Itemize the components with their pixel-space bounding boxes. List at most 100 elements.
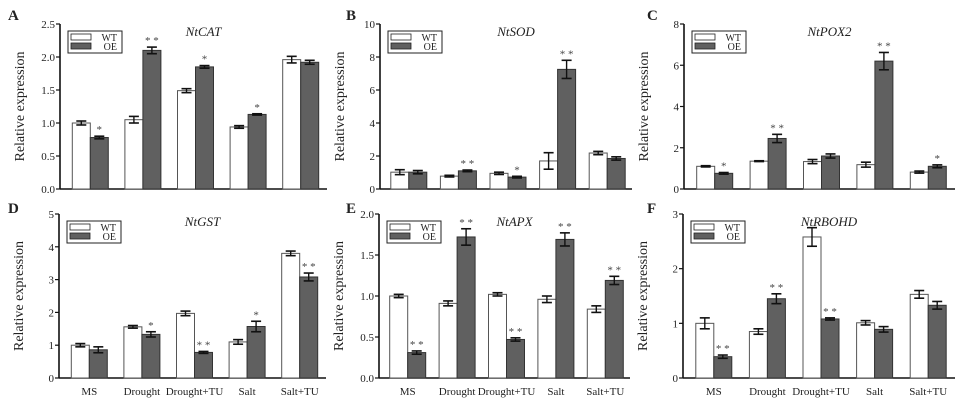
legend-swatch-wt bbox=[69, 223, 91, 231]
bar-wt-ms bbox=[695, 322, 715, 379]
y-tick-label: 0 bbox=[370, 184, 376, 196]
legend-label-wt: WT bbox=[725, 33, 741, 44]
significance-marker: * * bbox=[145, 35, 159, 47]
legend-swatch-wt bbox=[694, 33, 716, 41]
legend-label-oe: OE bbox=[103, 232, 116, 243]
bar-oe-salt-plus-tu bbox=[927, 304, 947, 379]
bar-wt-drought-plus-tu bbox=[802, 236, 822, 379]
y-tick-label: 2 bbox=[49, 307, 55, 319]
chart-title: NtSOD bbox=[496, 24, 535, 39]
legend-label-wt: WT bbox=[724, 223, 740, 234]
panel-letter: D bbox=[8, 201, 19, 217]
y-tick-label: 6 bbox=[370, 85, 376, 97]
bar-wt-drought bbox=[748, 331, 768, 379]
y-tick-label: 8 bbox=[674, 19, 680, 31]
bar-wt-drought-plus-tu bbox=[177, 90, 196, 190]
x-tick-label: Drought bbox=[439, 386, 476, 398]
panel-f: F NtRBOHD Relative expression 0 1 2 3 * * MS * * D… bbox=[636, 201, 955, 398]
bar-oe-salt bbox=[247, 113, 267, 190]
x-tick-label: MS bbox=[706, 386, 722, 398]
y-tick-label: 0 bbox=[674, 184, 680, 196]
bar-wt-salt bbox=[228, 341, 248, 379]
panel-letter: C bbox=[647, 8, 658, 24]
y-axis-label: Relative expression bbox=[637, 51, 652, 161]
panel-letter: A bbox=[8, 8, 19, 24]
y-tick-label: 6 bbox=[674, 60, 680, 72]
y-tick-label: 2.0 bbox=[41, 52, 55, 64]
chart-title: NtPOX2 bbox=[806, 24, 852, 39]
x-tick-label: Salt bbox=[866, 386, 883, 398]
bar-oe-drought bbox=[767, 137, 787, 190]
y-axis-label: Relative expression bbox=[12, 241, 27, 351]
significance-marker: * * bbox=[560, 48, 574, 60]
x-tick-label: Salt+TU bbox=[586, 386, 624, 398]
bar-oe-salt bbox=[246, 326, 266, 379]
legend-swatch-oe bbox=[390, 42, 412, 50]
y-tick-label: 1 bbox=[673, 318, 679, 330]
y-tick-label: 2 bbox=[673, 264, 679, 276]
x-tick-label: MS bbox=[81, 386, 97, 398]
y-tick-label: 4 bbox=[370, 118, 376, 130]
panel-letter: F bbox=[647, 201, 656, 217]
legend-label-wt: WT bbox=[421, 33, 437, 44]
bar-wt-drought-plus-tu bbox=[488, 293, 507, 379]
y-tick-label: 2 bbox=[674, 143, 680, 155]
legend-label-oe: OE bbox=[104, 42, 117, 53]
panel-letter: E bbox=[346, 201, 356, 217]
bar-oe-salt-plus-tu bbox=[299, 276, 319, 379]
legend-label-wt: WT bbox=[101, 33, 117, 44]
x-tick-label: Salt bbox=[239, 386, 256, 398]
bar-oe-salt bbox=[557, 68, 577, 190]
bar-wt-drought-plus-tu bbox=[803, 161, 822, 190]
legend-label-wt: WT bbox=[100, 223, 116, 234]
bar-wt-drought bbox=[439, 175, 459, 190]
x-tick-label: Drought bbox=[749, 386, 786, 398]
y-tick-label: 3 bbox=[49, 275, 55, 287]
x-tick-label: Salt+TU bbox=[909, 386, 947, 398]
bar-wt-salt bbox=[856, 164, 876, 190]
bar-oe-drought-plus-tu bbox=[195, 66, 214, 190]
bar-oe-ms bbox=[89, 137, 109, 190]
bar-wt-salt bbox=[856, 322, 876, 379]
panel-b: B NtSOD Relative expression 0 2 4 6 8 10 * * * * * W… bbox=[333, 8, 632, 196]
bar-wt-drought bbox=[124, 119, 144, 190]
bar-oe-drought bbox=[142, 49, 162, 190]
bar-wt-salt-plus-tu bbox=[909, 293, 929, 379]
panel-letter: B bbox=[346, 8, 356, 24]
y-axis-label: Relative expression bbox=[636, 241, 651, 351]
y-tick-label: 0.0 bbox=[360, 373, 374, 385]
chart-title: NtGST bbox=[184, 214, 221, 229]
y-axis-label: Relative expression bbox=[333, 51, 348, 161]
y-tick-label: 0 bbox=[673, 373, 679, 385]
significance-marker: * bbox=[148, 320, 154, 332]
bar-wt-drought-plus-tu bbox=[489, 172, 509, 190]
legend-swatch-wt bbox=[389, 223, 411, 231]
legend-label-oe: OE bbox=[423, 232, 436, 243]
y-tick-label: 2 bbox=[370, 151, 376, 163]
bar-oe-drought-plus-tu bbox=[194, 351, 213, 379]
bar-oe-ms bbox=[408, 171, 428, 190]
y-tick-label: 1.5 bbox=[360, 250, 374, 262]
legend-label-oe: OE bbox=[728, 42, 741, 53]
bar-wt-salt-plus-tu bbox=[281, 252, 301, 379]
bar-oe-drought-plus-tu bbox=[821, 155, 840, 190]
bar-oe-drought bbox=[457, 170, 477, 190]
legend-swatch-wt bbox=[390, 33, 412, 41]
y-tick-label: 0.5 bbox=[41, 151, 55, 163]
significance-marker: * bbox=[202, 54, 208, 66]
bar-oe-drought bbox=[456, 236, 476, 379]
significance-marker: * * bbox=[509, 326, 523, 338]
bar-oe-salt-plus-tu bbox=[606, 157, 626, 190]
y-tick-label: 10 bbox=[364, 19, 376, 31]
significance-marker: * * bbox=[197, 339, 211, 351]
bar-wt-drought bbox=[438, 302, 458, 379]
legend-label-wt: WT bbox=[420, 223, 436, 234]
x-tick-label: Drought bbox=[124, 386, 161, 398]
y-tick-label: 2.5 bbox=[41, 19, 55, 31]
